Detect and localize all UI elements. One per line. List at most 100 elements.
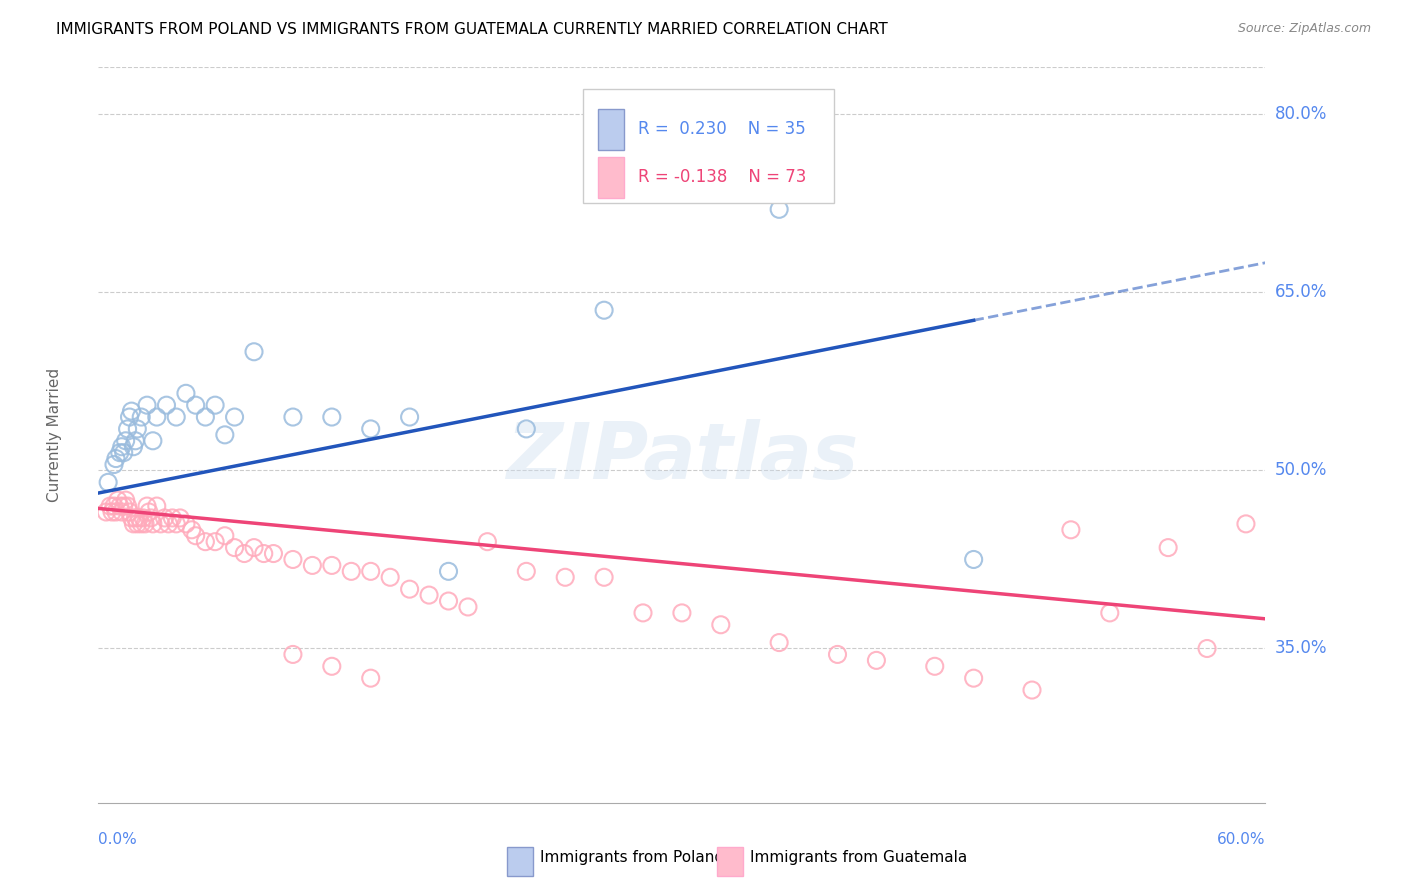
Point bbox=[117, 422, 139, 436]
Text: 65.0%: 65.0% bbox=[1275, 284, 1327, 301]
Point bbox=[129, 410, 152, 425]
Point bbox=[224, 541, 246, 555]
Point bbox=[360, 671, 382, 685]
Point bbox=[321, 410, 343, 425]
Point bbox=[165, 410, 187, 425]
Point bbox=[121, 404, 143, 418]
Point bbox=[111, 440, 134, 454]
Point bbox=[136, 398, 159, 412]
Point bbox=[827, 648, 849, 662]
Point bbox=[157, 516, 180, 531]
Point bbox=[146, 499, 169, 513]
Point bbox=[98, 499, 121, 513]
Point bbox=[121, 511, 143, 525]
Point bbox=[962, 552, 984, 566]
Point bbox=[1060, 523, 1083, 537]
Point bbox=[124, 434, 146, 448]
Point bbox=[671, 606, 693, 620]
Text: ZIPatlas: ZIPatlas bbox=[506, 419, 858, 495]
Point bbox=[155, 398, 177, 412]
Text: 50.0%: 50.0% bbox=[1275, 461, 1327, 480]
Point bbox=[127, 422, 149, 436]
Point bbox=[97, 475, 120, 490]
Point bbox=[112, 499, 135, 513]
Text: Source: ZipAtlas.com: Source: ZipAtlas.com bbox=[1237, 22, 1371, 36]
Point bbox=[174, 386, 197, 401]
Point bbox=[477, 534, 499, 549]
Point bbox=[924, 659, 946, 673]
Bar bbox=[508, 847, 533, 876]
Point bbox=[243, 541, 266, 555]
Point bbox=[107, 493, 129, 508]
Point bbox=[1157, 541, 1180, 555]
Point bbox=[262, 547, 284, 561]
Point bbox=[104, 451, 127, 466]
Point bbox=[124, 511, 146, 525]
Bar bbox=[717, 847, 742, 876]
Point bbox=[117, 499, 139, 513]
Point bbox=[398, 410, 420, 425]
Text: 60.0%: 60.0% bbox=[1218, 832, 1265, 847]
Point bbox=[149, 516, 172, 531]
Point bbox=[112, 445, 135, 459]
Point bbox=[593, 303, 616, 318]
Point bbox=[153, 511, 176, 525]
Point bbox=[114, 493, 136, 508]
Point bbox=[1021, 683, 1043, 698]
Text: R =  0.230    N = 35: R = 0.230 N = 35 bbox=[637, 120, 806, 138]
Point bbox=[360, 422, 382, 436]
Point bbox=[118, 505, 141, 519]
Point bbox=[457, 599, 479, 614]
Point bbox=[108, 499, 131, 513]
Point bbox=[865, 653, 887, 667]
Point bbox=[184, 529, 207, 543]
Bar bbox=[598, 109, 624, 150]
Point bbox=[118, 410, 141, 425]
Bar bbox=[598, 157, 624, 197]
Text: 0.0%: 0.0% bbox=[98, 832, 138, 847]
Point bbox=[301, 558, 323, 573]
Point bbox=[194, 534, 217, 549]
Point bbox=[162, 511, 184, 525]
Point bbox=[768, 635, 790, 649]
Point bbox=[127, 516, 149, 531]
Point bbox=[122, 440, 145, 454]
Point bbox=[180, 523, 202, 537]
Point bbox=[515, 565, 537, 579]
Point bbox=[104, 505, 127, 519]
Text: 35.0%: 35.0% bbox=[1275, 640, 1327, 657]
Point bbox=[184, 398, 207, 412]
Point bbox=[96, 505, 118, 519]
Point bbox=[128, 511, 150, 525]
Point bbox=[142, 434, 165, 448]
Point bbox=[515, 422, 537, 436]
Point bbox=[101, 505, 124, 519]
Point bbox=[138, 505, 160, 519]
Point bbox=[281, 410, 304, 425]
Point bbox=[631, 606, 654, 620]
Point bbox=[224, 410, 246, 425]
Point bbox=[398, 582, 420, 596]
Point bbox=[214, 529, 236, 543]
Point bbox=[132, 511, 155, 525]
Point bbox=[142, 516, 165, 531]
Text: IMMIGRANTS FROM POLAND VS IMMIGRANTS FROM GUATEMALA CURRENTLY MARRIED CORRELATIO: IMMIGRANTS FROM POLAND VS IMMIGRANTS FRO… bbox=[56, 22, 889, 37]
Point bbox=[136, 499, 159, 513]
Point bbox=[214, 427, 236, 442]
Text: R = -0.138    N = 73: R = -0.138 N = 73 bbox=[637, 169, 806, 186]
Point bbox=[243, 344, 266, 359]
FancyBboxPatch shape bbox=[582, 89, 834, 203]
Point bbox=[165, 516, 187, 531]
Text: Currently Married: Currently Married bbox=[46, 368, 62, 502]
Point bbox=[129, 516, 152, 531]
Text: Immigrants from Poland: Immigrants from Poland bbox=[540, 850, 724, 865]
Point bbox=[962, 671, 984, 685]
Point bbox=[134, 516, 156, 531]
Point bbox=[1234, 516, 1257, 531]
Point bbox=[710, 617, 733, 632]
Point bbox=[103, 458, 125, 472]
Point bbox=[1195, 641, 1218, 656]
Point bbox=[139, 511, 162, 525]
Point bbox=[360, 565, 382, 579]
Point bbox=[122, 516, 145, 531]
